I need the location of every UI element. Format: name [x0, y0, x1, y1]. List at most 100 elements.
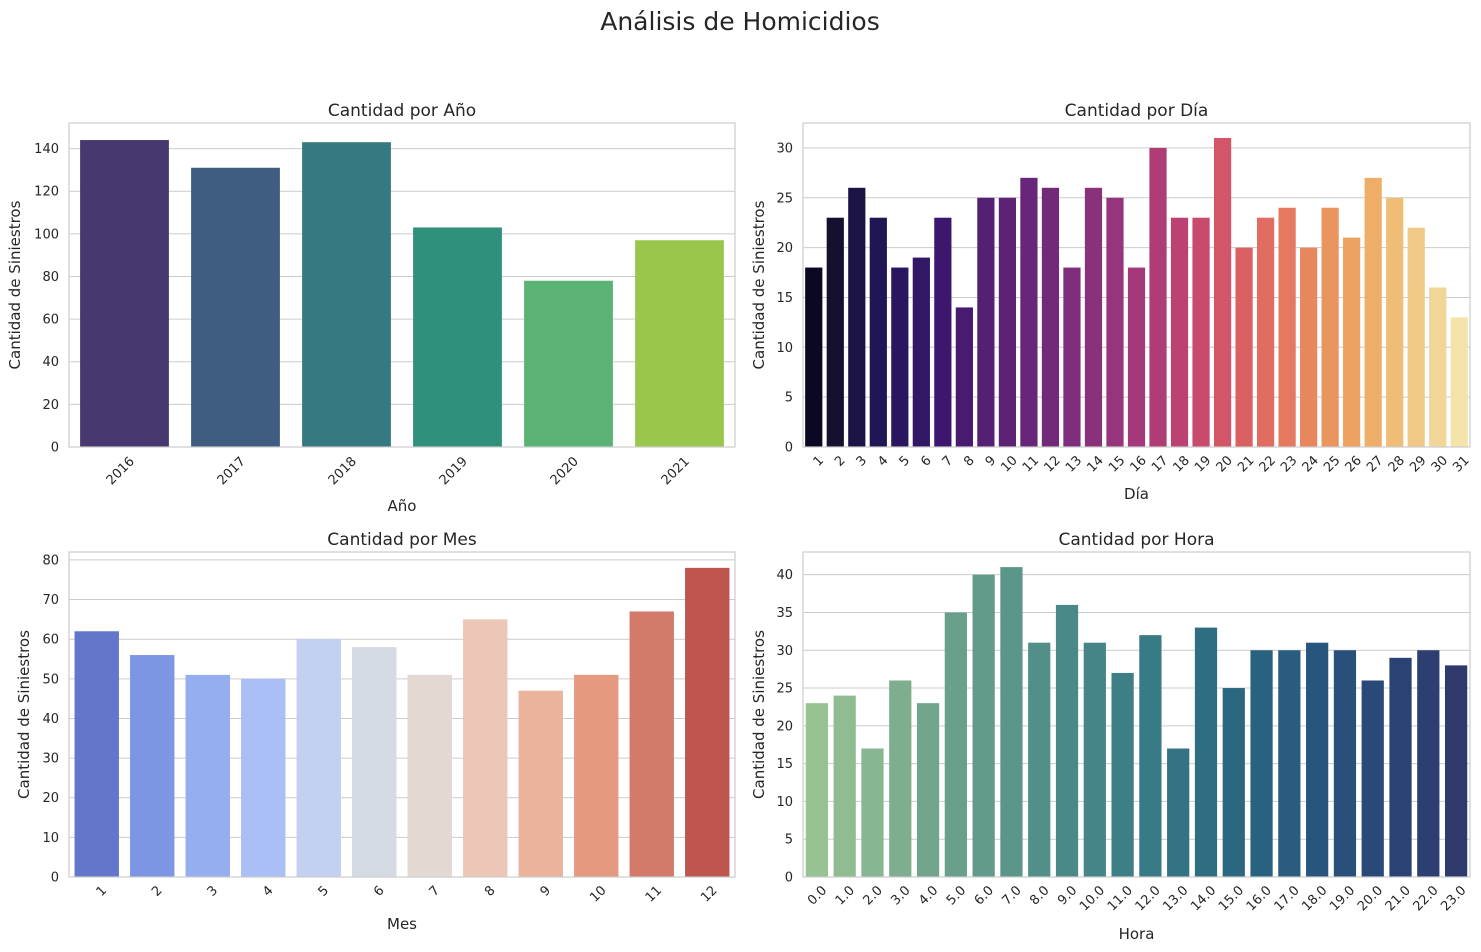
x-tick-label: 3.0: [888, 883, 913, 908]
y-tick-label: 35: [776, 606, 793, 621]
bar-day-6: [912, 257, 930, 447]
bar-year-2021: [635, 240, 724, 447]
x-tick-label: 6.0: [972, 883, 997, 908]
bar-day-27: [1364, 177, 1382, 448]
x-tick-label: 2016: [104, 454, 138, 488]
bar-month-3: [185, 674, 230, 877]
bar-day-20: [1213, 137, 1232, 447]
x-tick-label: 18: [1171, 453, 1193, 475]
y-tick-label: 60: [42, 633, 59, 648]
x-axis-label: Día: [1124, 485, 1149, 503]
y-tick-label: 0: [785, 871, 793, 886]
bar-month-7: [407, 674, 452, 877]
x-tick-label: 4.0: [916, 883, 941, 908]
x-tick-label: 15: [1106, 453, 1128, 475]
bar-hour-17.0: [1278, 650, 1301, 877]
y-tick-label: 10: [776, 795, 793, 810]
bar-day-5: [891, 267, 909, 447]
bar-hour-8.0: [1028, 642, 1051, 877]
bar-hour-20.0: [1361, 680, 1384, 877]
bar-day-30: [1429, 287, 1447, 447]
bar-hour-3.0: [889, 680, 912, 877]
x-tick-label: 11: [643, 883, 665, 905]
bar-day-18: [1170, 217, 1189, 447]
x-tick-label: 5.0: [944, 883, 969, 908]
y-tick-label: 10: [42, 831, 59, 846]
x-tick-label: 8: [961, 453, 977, 469]
x-axis-label: Mes: [387, 915, 417, 933]
bar-hour-11.0: [1111, 672, 1134, 877]
axes-frame: [68, 122, 736, 448]
x-tick-label: 19: [1192, 453, 1214, 475]
y-axis-label: Cantidad de Siniestros: [750, 630, 768, 799]
y-tick-label: 40: [776, 568, 793, 583]
bar-hour-5.0: [944, 612, 967, 877]
x-tick-label: 13.0: [1160, 883, 1191, 914]
bar-hour-1.0: [833, 695, 856, 877]
bar-day-13: [1063, 267, 1081, 447]
bar-day-3: [848, 187, 866, 448]
y-tick-label: 20: [776, 241, 793, 256]
x-tick-label: 16.0: [1244, 883, 1275, 914]
x-tick-label: 16: [1127, 453, 1149, 475]
x-tick-label: 13: [1063, 453, 1085, 475]
x-tick-label: 6: [918, 453, 934, 469]
bar-hour-15.0: [1222, 688, 1245, 877]
bar-day-12: [1041, 187, 1060, 448]
x-tick-label: 2: [832, 453, 848, 469]
bar-year-2016: [80, 140, 169, 448]
bar-hour-18.0: [1306, 642, 1329, 877]
bar-day-14: [1084, 187, 1103, 448]
x-tick-label: 10: [998, 453, 1020, 475]
y-axis-label: Cantidad de Siniestros: [6, 200, 24, 369]
bar-hour-7.0: [1000, 567, 1023, 877]
bar-day-4: [869, 217, 887, 447]
x-tick-label: 26: [1343, 453, 1365, 475]
x-tick-label: 2019: [437, 454, 471, 488]
bar-day-15: [1106, 197, 1124, 447]
bar-day-23: [1278, 207, 1296, 447]
chart-title: Cantidad por Año: [328, 101, 476, 121]
x-tick-label: 2020: [548, 454, 582, 488]
bar-hour-23.0: [1444, 665, 1468, 877]
x-tick-label: 23.0: [1438, 883, 1469, 914]
x-tick-label: 12: [1041, 453, 1063, 475]
bar-day-16: [1127, 267, 1146, 447]
bar-day-10: [998, 197, 1017, 447]
y-axis-label: Cantidad de Siniestros: [15, 630, 33, 799]
bar-hour-12.0: [1139, 635, 1162, 877]
y-tick-label: 50: [42, 672, 59, 687]
bar-hour-2.0: [861, 748, 884, 877]
y-tick-label: 40: [42, 712, 59, 727]
axes-frame: [68, 551, 736, 878]
bar-day-22: [1256, 217, 1275, 447]
y-tick-label: 0: [51, 441, 59, 456]
bar-month-6: [352, 647, 397, 877]
bar-year-2018: [302, 142, 391, 447]
x-axis-label: Hora: [1119, 925, 1155, 943]
x-tick-label: 23: [1278, 453, 1300, 475]
bar-hour-10.0: [1083, 642, 1106, 877]
chart-title: Cantidad por Hora: [1058, 530, 1214, 550]
x-tick-label: 12.0: [1133, 883, 1164, 914]
x-tick-label: 0.0: [805, 883, 830, 908]
y-tick-label: 10: [776, 341, 793, 356]
axes-frame: [802, 122, 1471, 448]
bar-month-5: [296, 639, 341, 877]
x-tick-label: 4: [260, 883, 276, 899]
bar-month-1: [74, 631, 119, 877]
bar-day-21: [1235, 247, 1253, 447]
y-tick-label: 40: [42, 355, 59, 370]
y-tick-label: 15: [776, 291, 793, 306]
bar-day-7: [934, 217, 952, 447]
y-tick-label: 0: [785, 441, 793, 456]
x-tick-label: 21: [1235, 453, 1257, 475]
bar-year-2017: [191, 167, 280, 447]
x-tick-label: 11: [1020, 453, 1042, 475]
bar-hour-0.0: [805, 703, 829, 877]
bar-hour-16.0: [1250, 650, 1273, 877]
x-tick-label: 10: [587, 883, 609, 905]
y-tick-label: 100: [34, 227, 59, 242]
